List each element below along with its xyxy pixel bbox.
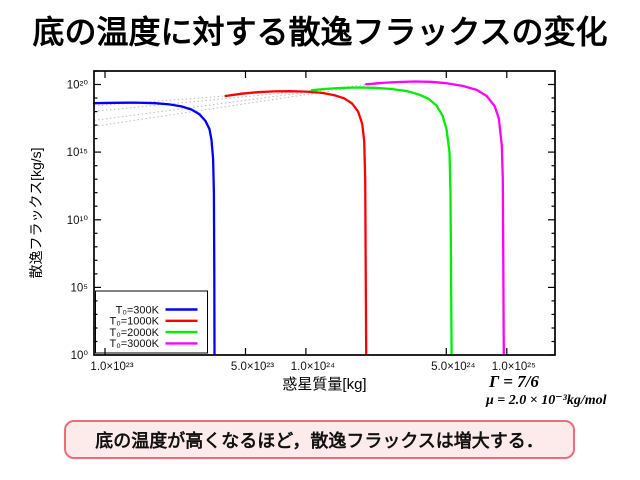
y-tick-label: 10²⁰ <box>67 80 89 92</box>
mu-annotation: μ = 2.0 × 10⁻³kg/mol <box>486 393 607 408</box>
page-title: 底の温度に対する散逸フラックスの変化 <box>32 14 608 50</box>
series-line-0 <box>92 101 216 356</box>
y-tick-label: 10¹⁰ <box>67 215 89 227</box>
y-axis-title: 散逸フラックス[kg/s] <box>28 147 44 278</box>
y-tick-label: 10¹⁵ <box>67 147 89 159</box>
x-tick-label: 5.0×10²⁴ <box>431 361 475 373</box>
legend-label-2: T₀=2000K <box>109 327 159 339</box>
x-axis-title: 惑星質量[kg] <box>282 375 366 393</box>
conclusion-callout: 底の温度が高くなるほど，散逸フラックスは増大する． <box>64 420 575 459</box>
y-tick-label: 10⁵ <box>70 282 88 294</box>
x-tick-label: 5.0×10²³ <box>231 361 274 373</box>
gamma-annotation: Γ = 7/6 <box>489 372 539 391</box>
series-line-2 <box>310 86 453 356</box>
x-tick-label: 1.0×10²⁴ <box>291 361 335 373</box>
guide-dotted-line <box>93 89 312 112</box>
x-tick-label: 1.0×10²⁵ <box>492 361 536 373</box>
legend-label-0: T₀=300K <box>116 304 160 316</box>
flux-vs-mass-chart: 10⁰ 10⁵ 10¹⁰ 10¹⁵ 10²⁰ 1.0×10²³ 5.0×10²³ 1.0×10… <box>28 70 556 393</box>
guide-dotted-line <box>93 85 367 127</box>
series-line-1 <box>224 90 368 356</box>
x-tick-label: 1.0×10²³ <box>90 361 133 373</box>
conclusion-text: 底の温度が高くなるほど，散逸フラックスは増大する． <box>95 430 544 451</box>
legend-label-1: T₀=1000K <box>109 316 159 328</box>
plot-frame <box>93 70 556 356</box>
legend-box <box>95 290 208 354</box>
y-tick-label: 10⁰ <box>71 350 89 362</box>
series-line-3 <box>365 80 505 356</box>
legend-label-3: T₀=3000K <box>109 338 159 350</box>
